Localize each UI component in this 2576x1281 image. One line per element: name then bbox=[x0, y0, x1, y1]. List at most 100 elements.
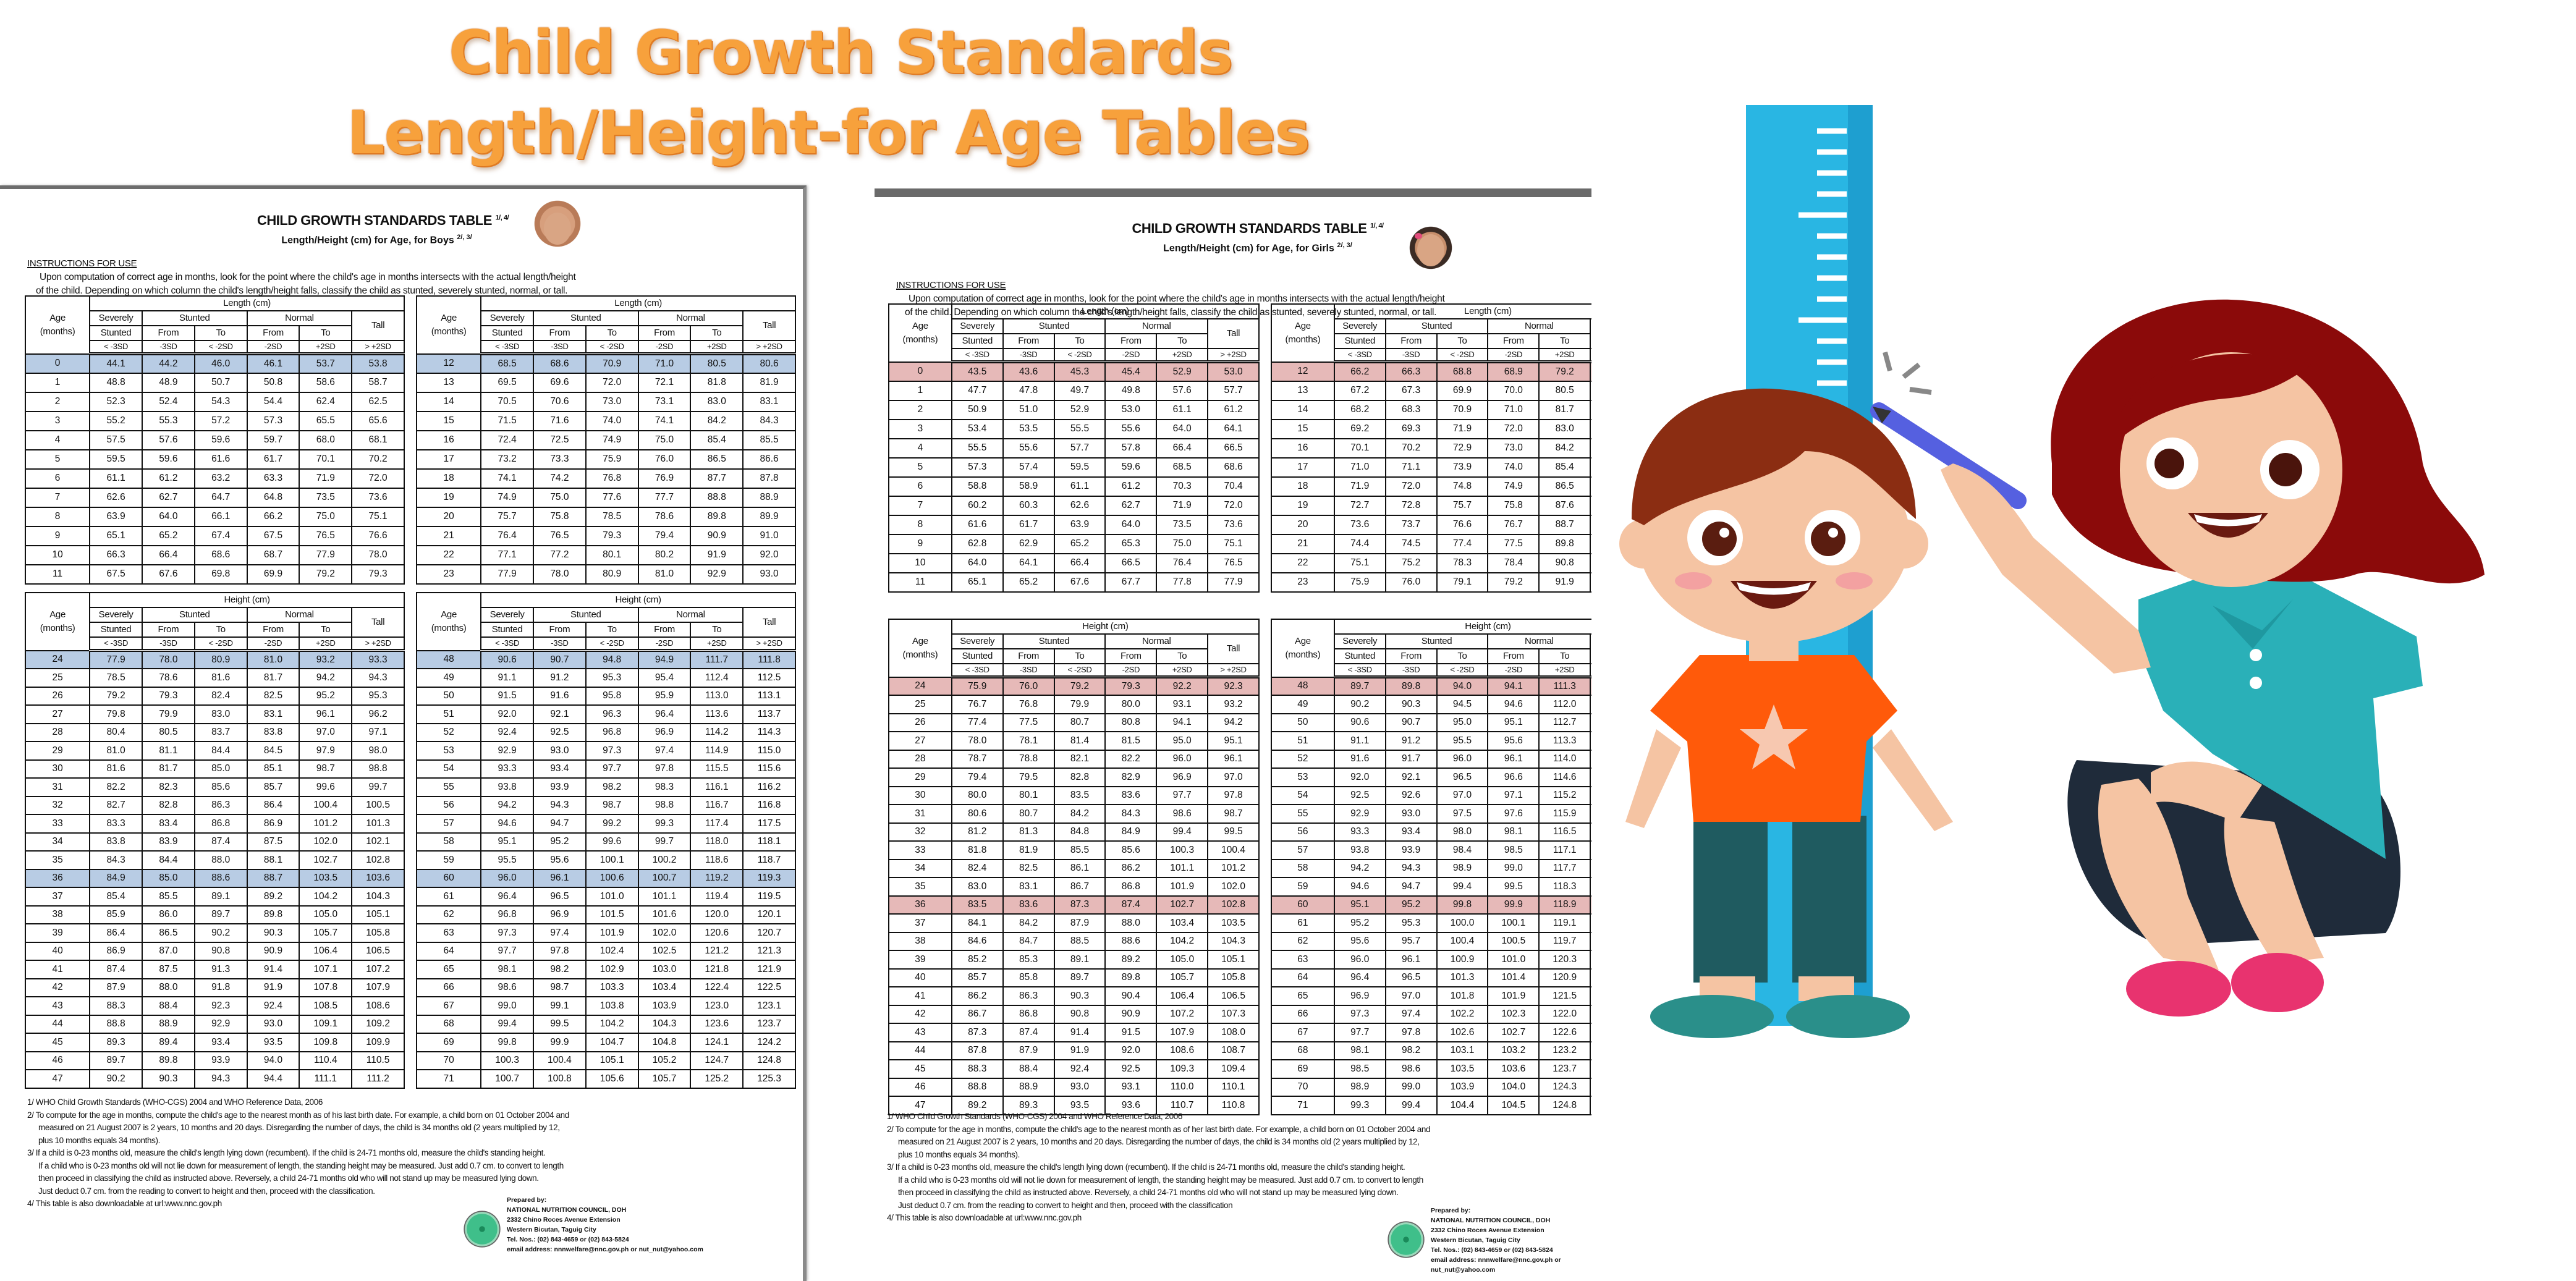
age-cell: 24 bbox=[888, 676, 952, 696]
value-cell: 97.4 bbox=[637, 741, 692, 761]
value-cell: 67.4 bbox=[193, 525, 248, 546]
value-cell: 105.6 bbox=[585, 1069, 639, 1089]
value-cell: 68.2 bbox=[1333, 399, 1386, 420]
value-cell: 95.6 bbox=[1333, 931, 1386, 951]
value-cell bbox=[1590, 476, 1591, 497]
value-cell: 84.4 bbox=[142, 850, 195, 870]
value-cell: 105.8 bbox=[351, 923, 405, 943]
value-cell: 111.1 bbox=[299, 1069, 353, 1089]
table-row: 60 96.0 96.1 100.6 100.7 119.2 119.3 bbox=[415, 868, 796, 888]
value-cell: 93.4 bbox=[1384, 822, 1438, 842]
value-cell: 57.5 bbox=[89, 429, 143, 450]
value-cell: 125.2 bbox=[690, 1069, 744, 1089]
value-cell: 125.3 bbox=[742, 1069, 796, 1089]
age-cell: 30 bbox=[888, 785, 952, 805]
value-cell bbox=[1590, 822, 1591, 842]
value-cell: 96.0 bbox=[1436, 749, 1489, 769]
value-cell: 118.3 bbox=[1538, 877, 1591, 897]
value-cell: 85.2 bbox=[951, 950, 1004, 970]
value-cell: 88.5 bbox=[1053, 931, 1106, 951]
age-cell: 1 bbox=[888, 380, 952, 401]
age-cell: 42 bbox=[888, 1004, 952, 1024]
value-cell: 86.9 bbox=[89, 941, 143, 961]
value-cell bbox=[1590, 877, 1591, 897]
table-row: 25 76.7 76.8 79.9 80.0 93.1 93.2 bbox=[888, 695, 1260, 714]
boys-length-tables: Age (months) Length (cm) Severely Stunted Nor… bbox=[24, 295, 796, 585]
value-cell: 124.1 bbox=[690, 1033, 744, 1052]
value-cell: 95.9 bbox=[637, 686, 692, 706]
value-cell: 95.4 bbox=[637, 668, 692, 688]
value-cell: 97.7 bbox=[480, 941, 534, 961]
age-cell: 64 bbox=[1271, 968, 1335, 987]
age-cell: 9 bbox=[888, 533, 952, 554]
value-cell: 61.6 bbox=[193, 449, 248, 470]
value-cell: 76.0 bbox=[637, 449, 692, 470]
table-row: 16 72.4 72.5 74.9 75.0 85.4 85.5 bbox=[415, 429, 796, 450]
table-row: 32 82.7 82.8 86.3 86.4 100.4 100.5 bbox=[24, 795, 405, 815]
value-cell: 92.9 bbox=[1333, 804, 1386, 824]
value-cell: 91.9 bbox=[1053, 1041, 1106, 1060]
value-cell: 117.7 bbox=[1538, 858, 1591, 878]
value-cell: 101.6 bbox=[637, 905, 692, 924]
table-row: 57 93.8 93.9 98.4 98.5 117.1 bbox=[1271, 840, 1591, 860]
table-row: 14 70.5 70.6 73.0 73.1 83.0 83.1 bbox=[415, 391, 796, 412]
value-cell: 83.0 bbox=[193, 704, 248, 724]
value-cell: 71.9 bbox=[1156, 495, 1209, 516]
age-cell: 27 bbox=[24, 704, 91, 724]
value-cell: 83.0 bbox=[1538, 418, 1591, 439]
value-cell: 97.8 bbox=[1384, 1023, 1438, 1042]
value-cell: 69.6 bbox=[533, 372, 587, 393]
value-cell: 68.1 bbox=[351, 429, 405, 450]
value-cell: 101.1 bbox=[637, 887, 692, 907]
value-cell: 86.0 bbox=[142, 905, 195, 924]
value-cell: 82.5 bbox=[1002, 858, 1055, 878]
value-cell: 85.7 bbox=[951, 968, 1004, 987]
table-row: 56 94.2 94.3 98.7 98.8 116.7 116.8 bbox=[415, 795, 796, 815]
value-cell: 91.4 bbox=[246, 960, 300, 979]
age-cell: 49 bbox=[415, 668, 482, 688]
value-cell: 84.3 bbox=[742, 410, 796, 431]
value-cell: 122.4 bbox=[690, 978, 744, 997]
age-cell: 10 bbox=[888, 552, 952, 573]
value-cell: 62.8 bbox=[951, 533, 1004, 554]
value-cell: 72.7 bbox=[1333, 495, 1386, 516]
value-cell: 94.3 bbox=[1384, 858, 1438, 878]
table-row: 42 86.7 86.8 90.8 90.9 107.2 107.3 bbox=[888, 1004, 1260, 1024]
value-cell: 60.3 bbox=[1002, 495, 1055, 516]
value-cell: 99.0 bbox=[480, 996, 534, 1016]
value-cell: 91.5 bbox=[1104, 1023, 1158, 1042]
value-cell bbox=[1590, 950, 1591, 970]
value-cell: 93.8 bbox=[480, 777, 534, 797]
value-cell: 83.6 bbox=[1104, 785, 1158, 805]
value-cell: 66.4 bbox=[1053, 552, 1106, 573]
table-row: 38 84.6 84.7 88.5 88.6 104.2 104.3 bbox=[888, 931, 1260, 951]
value-cell: 95.2 bbox=[1384, 895, 1438, 915]
value-cell: 88.7 bbox=[246, 868, 300, 888]
value-cell: 98.6 bbox=[1156, 804, 1209, 824]
value-cell: 75.0 bbox=[533, 487, 587, 508]
value-cell: 94.8 bbox=[585, 649, 639, 669]
table-row: 37 85.4 85.5 89.1 89.2 104.2 104.3 bbox=[24, 887, 405, 907]
value-cell: 90.3 bbox=[246, 923, 300, 943]
value-cell: 92.2 bbox=[1156, 676, 1209, 696]
value-cell: 91.8 bbox=[193, 978, 248, 997]
age-cell: 42 bbox=[24, 978, 91, 997]
value-cell: 106.5 bbox=[351, 941, 405, 961]
value-cell: 99.5 bbox=[1487, 877, 1540, 897]
table-row: 30 80.0 80.1 83.5 83.6 97.7 97.8 bbox=[888, 785, 1260, 805]
value-cell: 96.0 bbox=[1333, 950, 1386, 970]
value-cell: 94.6 bbox=[1487, 695, 1540, 714]
value-cell: 62.4 bbox=[299, 391, 353, 412]
value-cell: 123.1 bbox=[742, 996, 796, 1016]
value-cell: 89.8 bbox=[142, 1051, 195, 1070]
table-row: 41 86.2 86.3 90.3 90.4 106.4 106.5 bbox=[888, 986, 1260, 1006]
age-cell: 11 bbox=[888, 572, 952, 593]
value-cell: 85.3 bbox=[1002, 950, 1055, 970]
value-cell: 53.7 bbox=[299, 353, 353, 374]
value-cell: 67.5 bbox=[246, 525, 300, 546]
value-cell: 98.5 bbox=[1487, 840, 1540, 860]
value-cell bbox=[1590, 695, 1591, 714]
value-cell: 59.7 bbox=[246, 429, 300, 450]
value-cell: 96.5 bbox=[1436, 767, 1489, 787]
table-row: 48 89.7 89.8 94.0 94.1 111.3 bbox=[1271, 676, 1591, 696]
